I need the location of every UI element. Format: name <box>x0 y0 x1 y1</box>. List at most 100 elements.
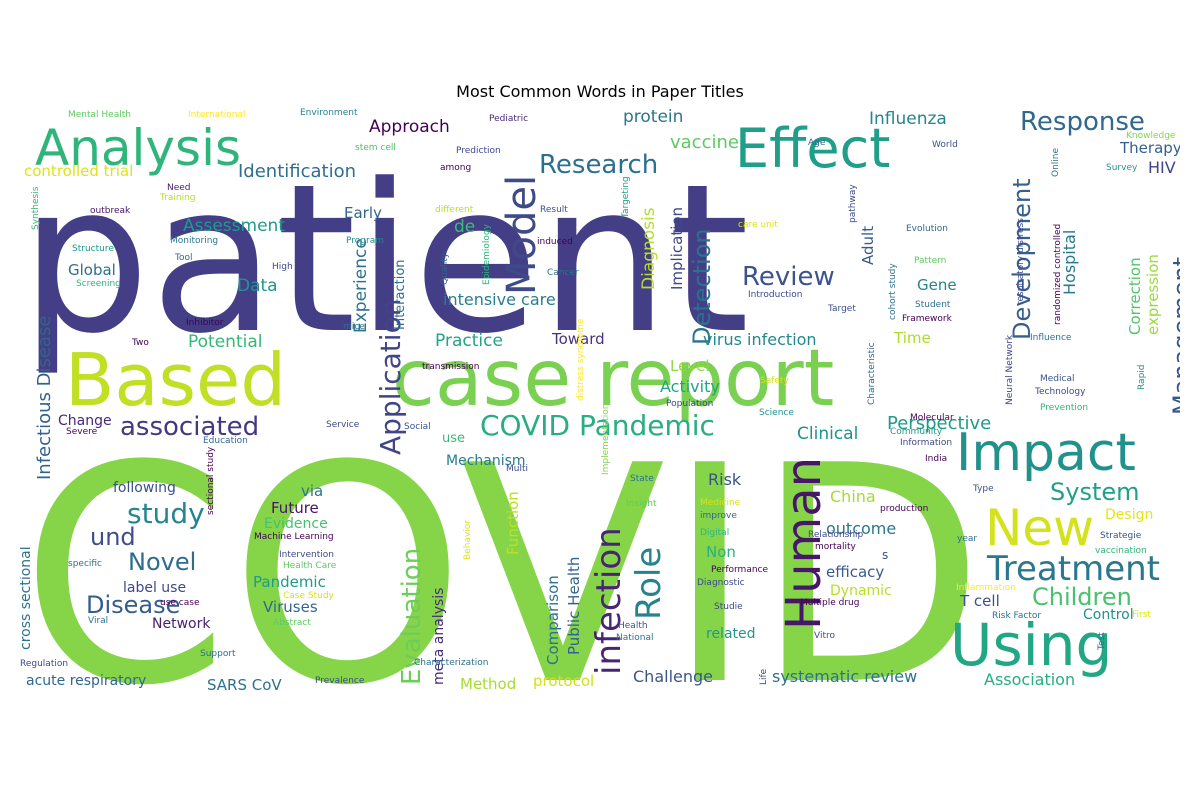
word-technology: Technology <box>1034 387 1086 397</box>
word-treatment: Treatment <box>986 549 1160 589</box>
word-abstract: Abstract <box>273 618 311 628</box>
word-age: Age <box>808 138 826 148</box>
word-implication: Implication <box>668 207 686 290</box>
word-s: s <box>882 548 888 562</box>
word-performance: Performance <box>711 565 768 575</box>
word-prediction: Prediction <box>456 146 501 156</box>
word-training: Training <box>159 193 196 203</box>
word-introduction: Introduction <box>748 290 803 300</box>
word-distress-syndrome: distress syndrome <box>576 318 586 401</box>
word-association: Association <box>984 670 1075 689</box>
word-tool: Tool <box>174 253 192 263</box>
word-systematic-review: systematic review <box>772 667 917 686</box>
word-india: India <box>925 454 947 464</box>
word-protein: protein <box>623 107 683 127</box>
word-intervention: Intervention <box>279 550 334 560</box>
word-targeting: Targeting <box>621 176 631 219</box>
word-patient: patient <box>20 141 750 379</box>
word-cohort-study: cohort study <box>888 263 898 320</box>
word-outcome: outcome <box>826 519 896 538</box>
word-inhibitor: Inhibitor <box>186 318 224 328</box>
word-type: Type <box>972 484 994 494</box>
word-studie: Studie <box>714 602 743 612</box>
word-care-unit: care unit <box>738 220 778 230</box>
word-assessment: Assessment <box>183 216 285 236</box>
word-hiv: HIV <box>1148 158 1176 177</box>
word-behavior: Behavior <box>463 520 473 560</box>
word-screening: Screening <box>76 279 121 289</box>
word-change: Change <box>58 413 112 429</box>
word-online: Online <box>1051 148 1061 177</box>
word-specific: specific <box>68 559 102 569</box>
word-year: year <box>957 534 977 544</box>
word-via: via <box>301 482 323 500</box>
word-severe: Severe <box>66 427 98 437</box>
word-china: China <box>830 487 876 506</box>
word-knowledge: Knowledge <box>1126 131 1176 141</box>
word-international: International <box>188 110 245 120</box>
word-public-health: Public Health <box>565 557 583 655</box>
word-interaction: Interaction <box>393 259 408 330</box>
word-diagnostic: Diagnostic <box>697 578 745 588</box>
word-sectional-study: sectional study <box>206 446 216 515</box>
word-molecular: Molecular <box>910 413 954 423</box>
word-research: Research <box>539 150 658 180</box>
word-support: Support <box>200 649 236 659</box>
word-environment: Environment <box>300 108 358 118</box>
word-use: use <box>442 431 465 446</box>
word-infectious-disease: Infectious Disease <box>34 316 55 480</box>
word-perspective: Perspective <box>887 413 991 434</box>
word-novel: Novel <box>128 548 196 576</box>
word-different: different <box>435 205 474 215</box>
word-science: Science <box>759 408 794 418</box>
word-using: Using <box>950 611 1112 679</box>
word-analysis: Analysis <box>35 119 241 177</box>
word-stem-cell: stem cell <box>355 143 396 153</box>
word-result: Result <box>540 205 568 215</box>
word-cross-sectional: cross sectional <box>20 546 34 650</box>
word-role: Role <box>629 547 669 620</box>
word-review: Review <box>742 262 835 292</box>
word-related: related <box>706 626 756 642</box>
word-service: Service <box>326 420 360 430</box>
word-monitoring: Monitoring <box>170 236 218 246</box>
word-covid-pandemic: COVID Pandemic <box>480 409 715 442</box>
word-transmission: transmission <box>422 362 480 372</box>
word-relationship: Relationship <box>808 530 864 540</box>
word-characterization: Characterization <box>414 658 488 668</box>
word-synthesis: Synthesis <box>31 186 41 230</box>
word-prevention: Prevention <box>1040 403 1088 413</box>
word-time: Time <box>893 329 931 347</box>
word-activity: Activity <box>660 377 720 396</box>
word-identification: Identification <box>238 161 356 182</box>
word-correction: Correction <box>1126 257 1144 335</box>
word-prevalence: Prevalence <box>315 676 365 686</box>
word-new: New <box>985 499 1094 557</box>
word-following: following <box>113 480 176 496</box>
word-use-case: use case <box>160 598 200 608</box>
word-characteristic: Characteristic <box>867 342 877 405</box>
word-inflammation: Inflammation <box>956 583 1016 593</box>
word-randomized-controlled: randomized controlled <box>1053 224 1063 325</box>
word-respiratory-distress: respiratory distress <box>1016 218 1026 305</box>
word-management: Management <box>1168 257 1180 415</box>
word-mental-health: Mental Health <box>68 110 131 120</box>
word-neural-network: Neural Network <box>1005 334 1015 405</box>
word-early: Early <box>344 204 382 222</box>
word-vaccine: vaccine <box>670 132 739 153</box>
word-life: Life <box>759 668 769 685</box>
word-social: Social <box>404 422 431 432</box>
word-global: Global <box>68 261 116 279</box>
word-detection: Detection <box>688 228 716 345</box>
word-cancer: Cancer <box>547 268 579 278</box>
word-evolution: Evolution <box>906 224 948 234</box>
word-regulation: Regulation <box>20 659 68 669</box>
word-community: Community <box>890 427 943 437</box>
word-case-study: Case Study <box>283 591 335 601</box>
word-mechanism: Mechanism <box>446 453 526 469</box>
word-education: Education <box>203 436 248 446</box>
word-influence: Influence <box>1030 333 1072 343</box>
word-potential: Potential <box>188 332 262 352</box>
word-target: Target <box>827 304 856 314</box>
word-cloud: COVID patient case report Based Analysis Effe… <box>20 105 1180 695</box>
